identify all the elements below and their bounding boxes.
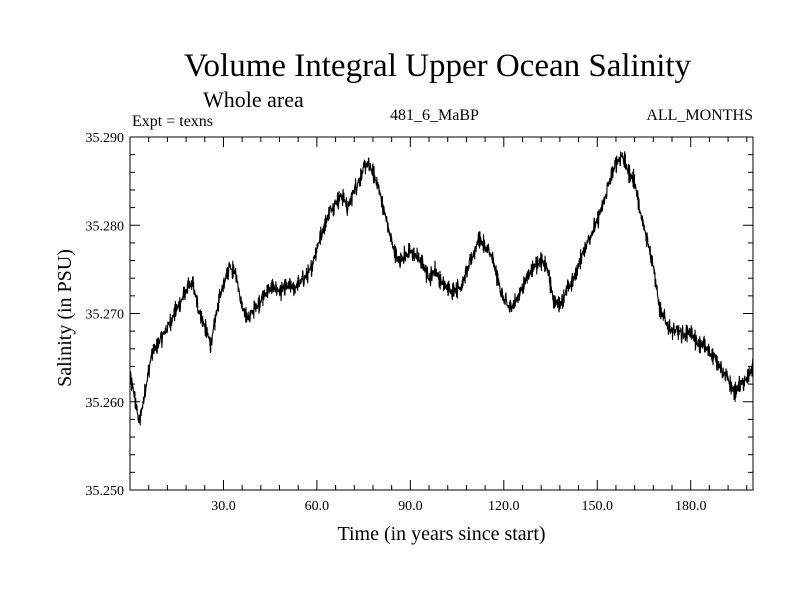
y-tick-label: 35.270 bbox=[86, 308, 125, 323]
months-label: ALL_MONTHS bbox=[646, 107, 753, 124]
series-line-salinity bbox=[129, 151, 754, 426]
x-tick-label: 60.0 bbox=[305, 499, 330, 514]
y-tick-label: 35.250 bbox=[86, 484, 125, 499]
x-tick-label: 180.0 bbox=[675, 499, 707, 514]
y-tick-label: 35.260 bbox=[86, 396, 125, 411]
x-tick-label: 30.0 bbox=[211, 499, 236, 514]
y-tick-label: 35.280 bbox=[86, 219, 125, 234]
x-axis-label: Time (in years since start) bbox=[337, 523, 546, 545]
y-tick-label: 35.290 bbox=[86, 131, 125, 146]
chart-title: Volume Integral Upper Ocean Salinity bbox=[183, 48, 692, 84]
x-tick-label: 150.0 bbox=[582, 499, 614, 514]
x-tick-label: 90.0 bbox=[398, 499, 423, 514]
x-tick-label: 120.0 bbox=[488, 499, 520, 514]
experiment-label: Expt = texns bbox=[132, 113, 214, 130]
chart-subtitle: Whole area bbox=[203, 87, 304, 112]
experiment-name: 481_6_MaBP bbox=[390, 107, 479, 124]
tick-labels: 30.0 60.0 90.0 120.0 150.0 180.0 35.250 35.260 3… bbox=[86, 131, 707, 514]
plot-frame bbox=[129, 136, 754, 491]
series-layer bbox=[129, 151, 754, 426]
